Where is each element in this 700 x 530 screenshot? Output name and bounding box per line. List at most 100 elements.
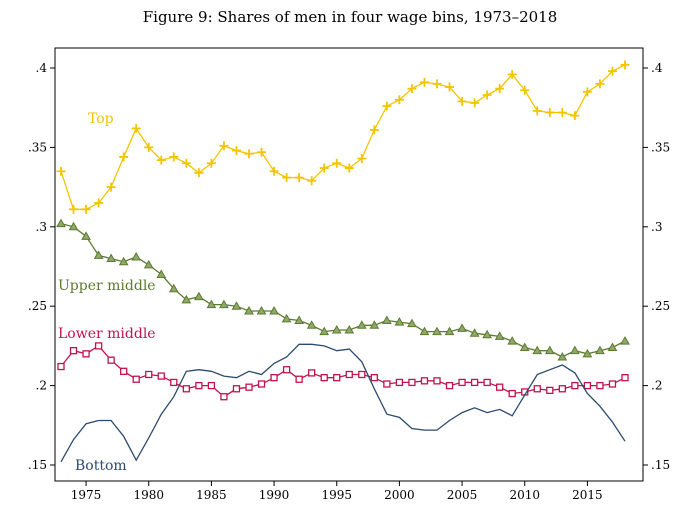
y-tick-label-right: .4 <box>651 61 663 75</box>
data-point <box>219 141 229 151</box>
data-point <box>470 98 480 108</box>
data-point <box>507 336 518 345</box>
data-point <box>156 155 166 165</box>
data-point <box>620 336 630 345</box>
data-point <box>333 374 341 382</box>
data-point <box>245 383 253 391</box>
data-point <box>57 362 65 371</box>
y-tick-label-left: .3 <box>36 220 47 234</box>
data-point <box>145 370 153 379</box>
data-point <box>94 342 103 350</box>
data-point <box>532 345 543 355</box>
x-tick-label: 1990 <box>259 488 290 502</box>
x-tick-label: 1995 <box>321 488 352 502</box>
data-point <box>558 385 566 393</box>
data-point <box>420 377 429 385</box>
data-point <box>69 347 78 355</box>
data-point <box>294 173 304 183</box>
data-point <box>156 269 167 278</box>
data-point <box>557 352 568 361</box>
series-line-lower-middle <box>60 345 626 398</box>
data-point <box>570 345 580 355</box>
data-point <box>119 152 129 162</box>
data-point <box>533 385 541 393</box>
y-tick-label-right: .35 <box>651 140 670 154</box>
data-point <box>194 168 204 178</box>
data-point <box>544 345 555 355</box>
series-top <box>56 60 630 214</box>
data-point <box>344 163 354 173</box>
data-point <box>620 60 630 70</box>
data-point <box>220 393 228 401</box>
data-point <box>306 320 317 329</box>
chart-title: Figure 9: Shares of men in four wage bin… <box>142 8 558 26</box>
data-point <box>281 313 292 323</box>
data-point <box>496 383 504 391</box>
data-point <box>357 154 367 164</box>
data-point <box>432 79 442 89</box>
y-tick-label-left: .35 <box>28 140 47 154</box>
series-layer <box>56 60 630 463</box>
data-point <box>68 221 79 231</box>
series-upper-middle <box>56 218 630 361</box>
y-tick-label-right: .3 <box>651 220 662 234</box>
data-point <box>282 366 291 374</box>
data-point <box>120 367 128 375</box>
data-point <box>608 380 617 388</box>
data-point <box>195 381 203 390</box>
series-labels: Top Upper middle Lower middle Bottom <box>58 111 156 474</box>
data-point <box>419 77 429 87</box>
data-point <box>143 259 154 269</box>
data-point <box>106 182 116 192</box>
x-tick-label: 1985 <box>196 488 227 502</box>
data-point <box>394 317 405 326</box>
y-tick-label-right: .2 <box>651 379 662 393</box>
data-point <box>319 163 329 173</box>
data-point <box>458 378 466 387</box>
data-point <box>118 256 129 266</box>
data-point <box>207 381 216 390</box>
data-point <box>93 250 104 259</box>
data-point <box>131 123 141 133</box>
data-point <box>256 305 267 315</box>
series-line-bottom <box>60 343 626 463</box>
data-point <box>519 342 530 351</box>
data-point <box>595 345 605 355</box>
data-point <box>457 96 467 106</box>
data-point <box>482 329 492 339</box>
data-point <box>132 375 140 383</box>
data-point <box>369 125 379 135</box>
series-label-upper-middle: Upper middle <box>58 278 156 294</box>
data-point <box>494 331 505 340</box>
data-point <box>508 389 516 398</box>
data-point <box>571 381 579 390</box>
data-point <box>345 370 353 379</box>
data-point <box>470 378 479 387</box>
data-point <box>545 107 555 117</box>
data-point <box>370 374 378 382</box>
x-tick-label: 2015 <box>572 488 603 502</box>
data-point <box>595 79 605 89</box>
data-point <box>445 82 455 92</box>
data-point <box>131 251 142 261</box>
series-label-lower-middle: Lower middle <box>58 326 156 342</box>
data-point <box>445 381 454 390</box>
data-point <box>495 84 505 94</box>
plot-frame <box>54 47 644 482</box>
data-point <box>231 146 241 156</box>
data-point <box>69 204 79 214</box>
data-point <box>382 315 392 324</box>
data-point <box>181 294 192 304</box>
data-point <box>56 166 66 176</box>
data-point <box>408 378 416 387</box>
data-point <box>546 386 554 395</box>
data-point <box>407 84 417 94</box>
data-point <box>469 328 480 337</box>
data-point <box>82 350 90 358</box>
data-point <box>294 315 304 324</box>
x-tick-label: 2005 <box>447 488 478 502</box>
data-point <box>81 204 91 214</box>
data-point <box>106 253 116 263</box>
data-point <box>482 90 492 100</box>
